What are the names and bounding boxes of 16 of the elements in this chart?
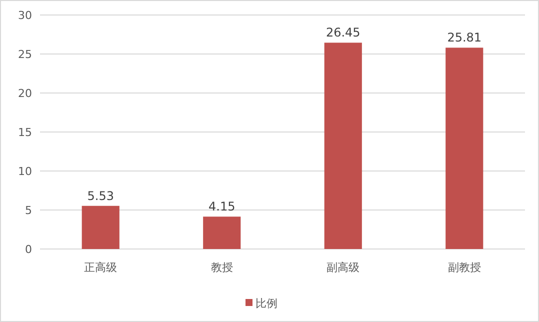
data-label: 4.15 [208,200,236,214]
y-tick-label: 15 [18,126,32,139]
y-tick-label: 0 [25,243,32,256]
data-label: 25.81 [447,30,482,45]
data-label: 26.45 [326,26,360,40]
data-label: 5.53 [87,188,114,203]
x-tick-label: 正高级 [84,261,118,274]
y-tick-label: 10 [18,165,32,178]
x-tick-label: 教授 [210,261,233,274]
y-tick-label: 20 [18,87,32,100]
legend-label: 比例 [256,297,278,310]
y-tick-label: 30 [18,9,32,22]
x-tick-label: 副教授 [448,261,481,274]
y-tick-label: 5 [25,204,32,217]
y-tick-label: 25 [18,48,32,61]
x-tick-label: 副高级 [326,261,360,274]
